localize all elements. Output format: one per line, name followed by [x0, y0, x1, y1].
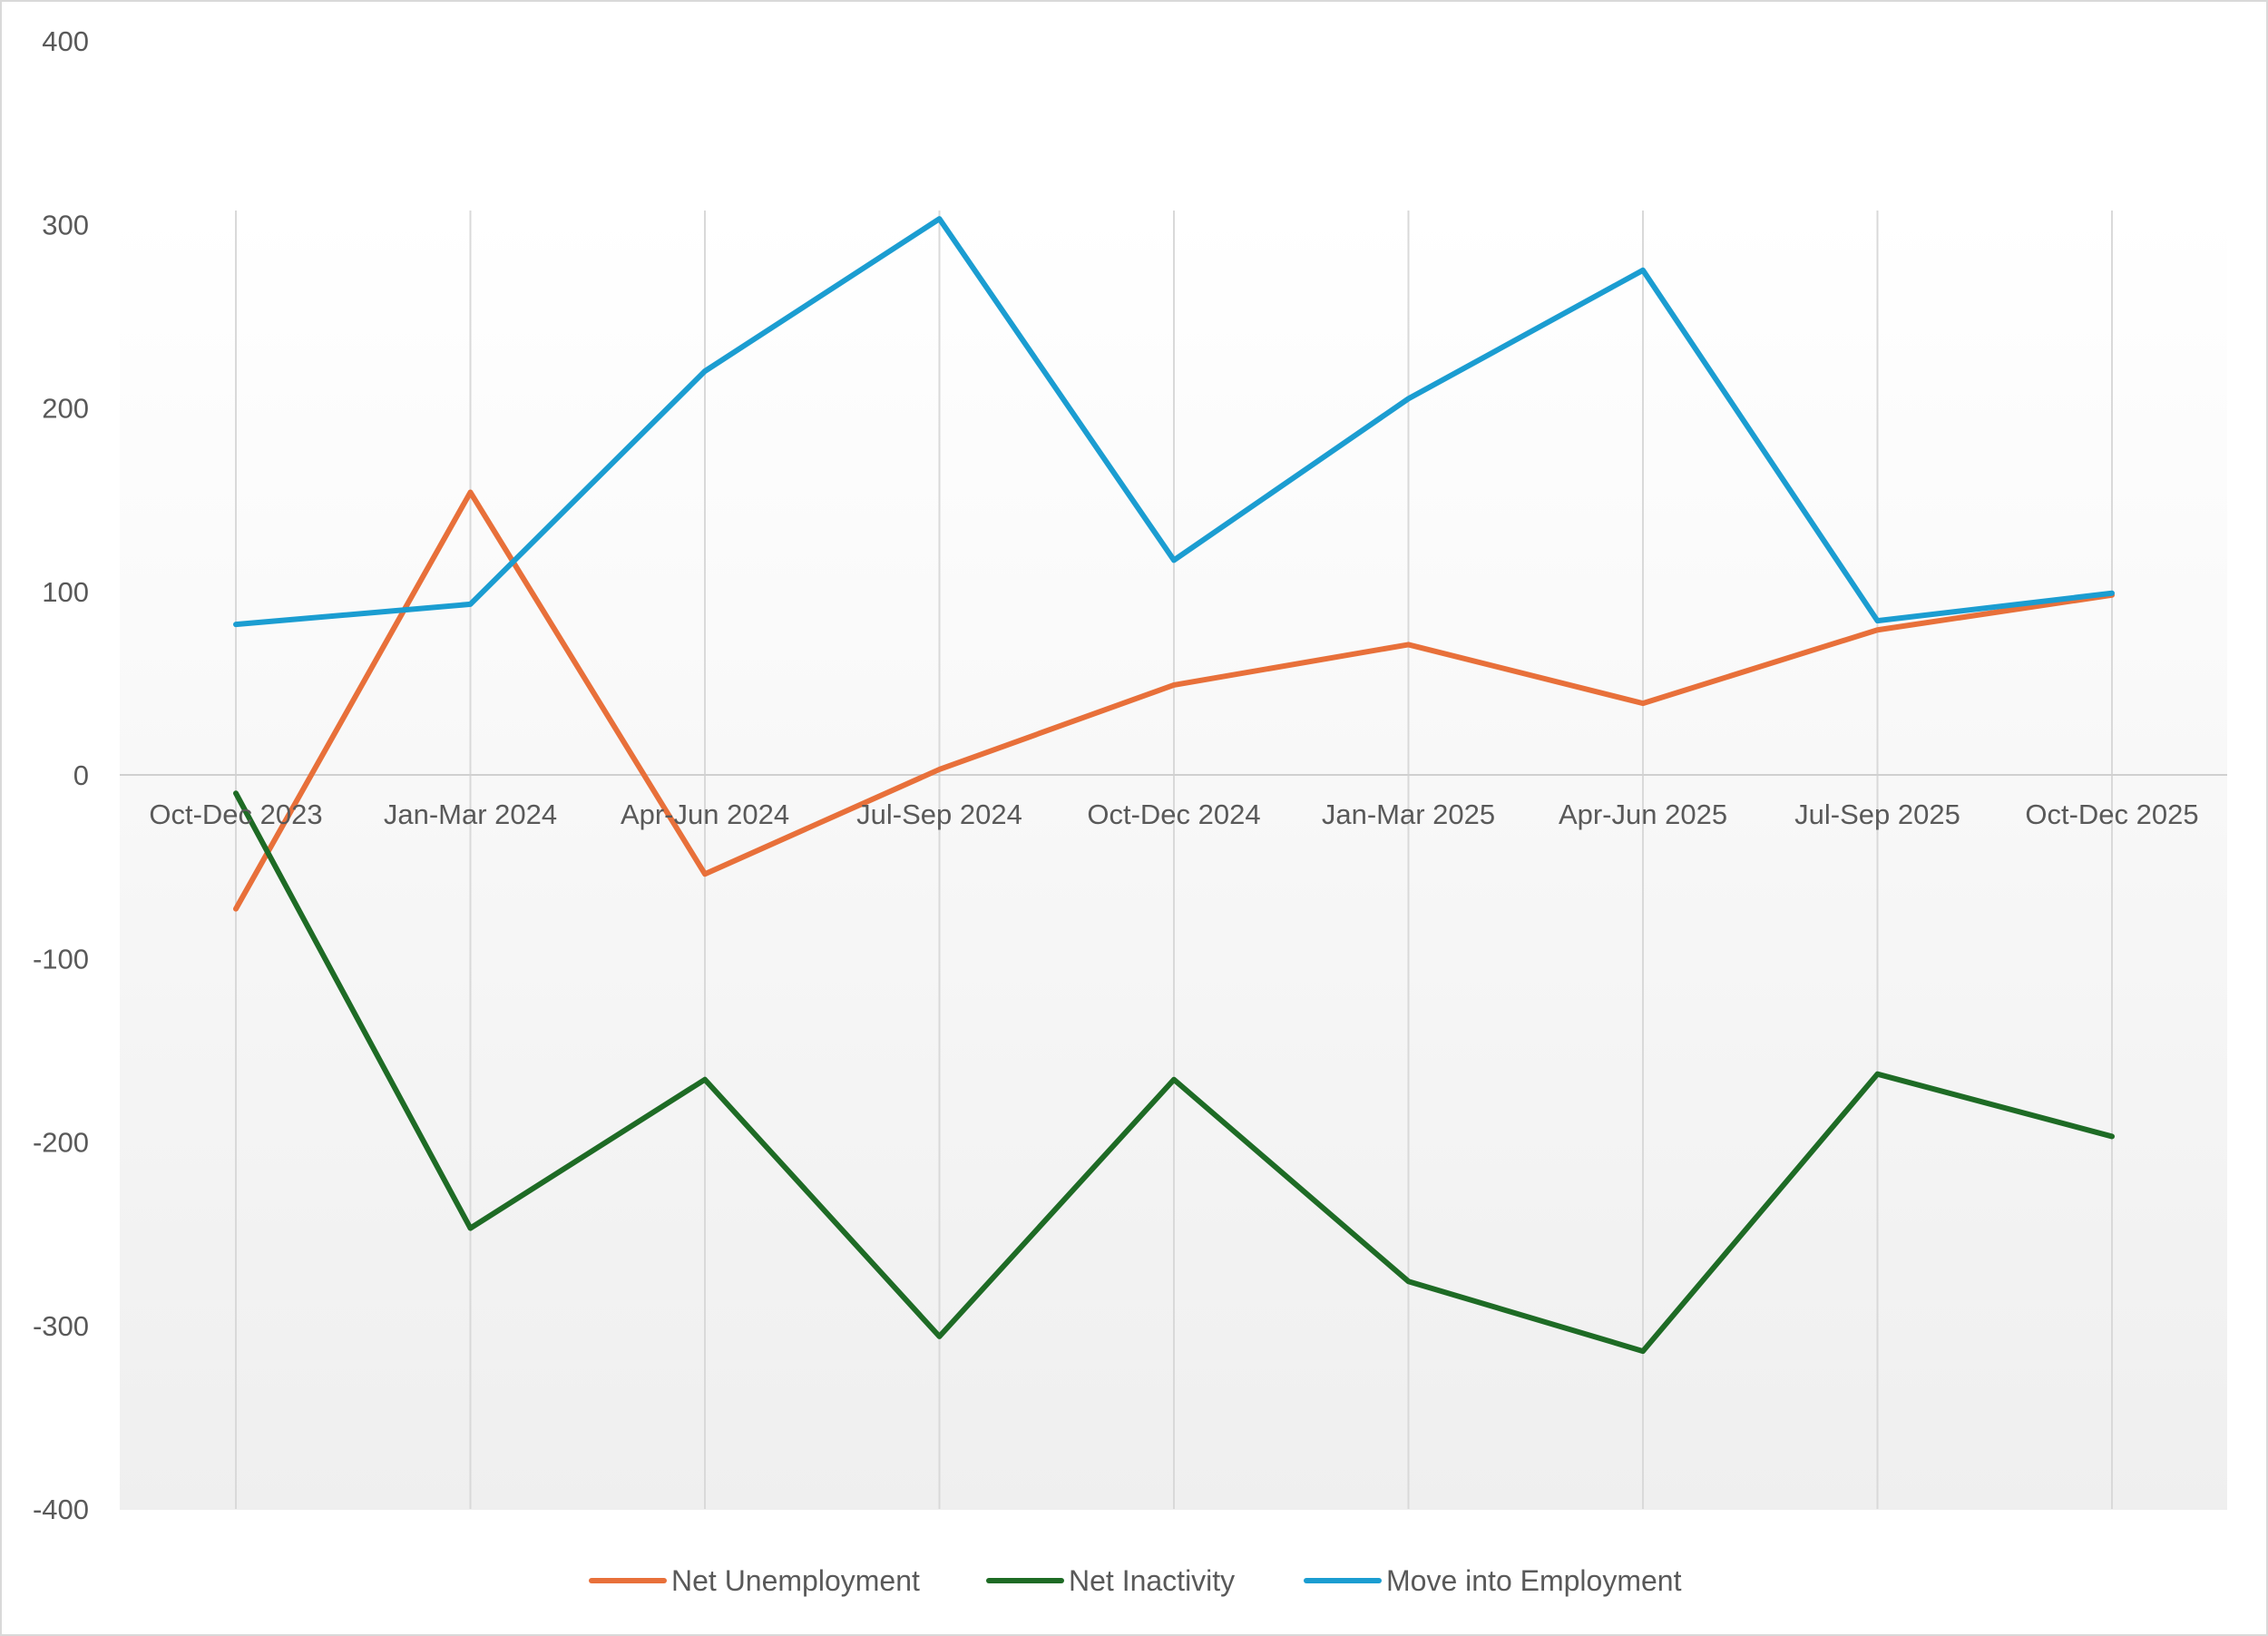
gridlines	[235, 211, 2113, 1509]
y-axis-ticks: 400 300 200 100 0 -100 -200 -300 -400	[33, 25, 89, 1525]
legend-label: Net Inactivity	[1069, 1564, 1235, 1597]
legend-label: Net Unemployment	[671, 1564, 920, 1597]
legend-item: Move into Employment	[1304, 1564, 1682, 1597]
y-tick-label: 300	[42, 209, 89, 240]
x-tick-label: Jan-Mar 2024	[384, 798, 557, 830]
x-tick-label: Jan-Mar 2025	[1322, 798, 1495, 830]
y-tick-label: -100	[33, 943, 89, 975]
legend-item: Net Inactivity	[986, 1564, 1235, 1597]
x-tick-label: Oct-Dec 2023	[149, 798, 322, 830]
y-tick-label: 400	[42, 25, 89, 57]
legend: Net Unemployment Net Inactivity Move into …	[589, 1564, 1682, 1597]
x-tick-label: Apr-Jun 2024	[621, 798, 789, 830]
x-tick-label: Oct-Dec 2025	[2025, 798, 2198, 830]
series-line-net-unemployment	[233, 489, 2115, 912]
x-tick-label: Oct-Dec 2024	[1087, 798, 1260, 830]
x-axis-ticks: Oct-Dec 2023 Jan-Mar 2024 Apr-Jun 2024 Jul-…	[149, 798, 2198, 830]
y-tick-label: 0	[73, 759, 89, 791]
series-line-net-inactivity	[233, 790, 2115, 1355]
legend-label: Move into Employment	[1386, 1564, 1682, 1597]
y-tick-label: -400	[33, 1494, 89, 1525]
x-tick-label: Jul-Sep 2024	[856, 798, 1022, 830]
legend-item: Net Unemployment	[589, 1564, 920, 1597]
x-tick-label: Jul-Sep 2025	[1794, 798, 1960, 830]
y-tick-label: -300	[33, 1310, 89, 1342]
series-lines	[233, 216, 2115, 1355]
y-tick-label: -200	[33, 1127, 89, 1159]
y-tick-label: 200	[42, 393, 89, 425]
series-line-move-into-employment	[233, 216, 2115, 628]
x-tick-label: Apr-Jun 2025	[1559, 798, 1727, 830]
y-tick-label: 100	[42, 576, 89, 608]
